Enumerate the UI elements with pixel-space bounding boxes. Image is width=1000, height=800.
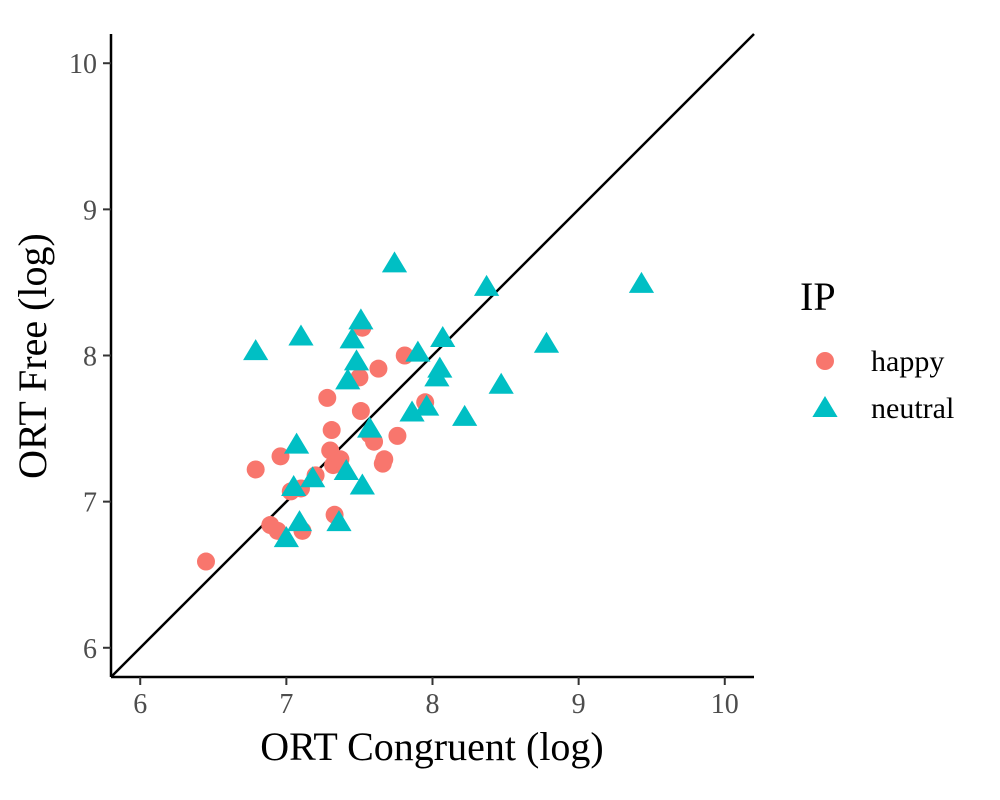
point-happy xyxy=(369,359,388,378)
point-neutral xyxy=(288,324,314,346)
point-happy xyxy=(375,450,394,469)
point-neutral xyxy=(326,510,352,532)
series-happy xyxy=(196,318,435,571)
point-neutral xyxy=(300,466,326,488)
identity-line xyxy=(110,33,755,678)
legend: IP happy neutral xyxy=(800,274,954,425)
x-tick-label: 6 xyxy=(133,689,147,720)
y-tick-label: 6 xyxy=(83,634,97,665)
point-neutral xyxy=(343,349,370,371)
y-axis-ticks: 6 7 8 9 10 xyxy=(69,49,111,665)
legend-key-happy xyxy=(816,352,834,370)
point-neutral xyxy=(348,308,374,330)
point-neutral xyxy=(452,404,478,426)
y-tick-label: 10 xyxy=(69,49,97,80)
point-neutral xyxy=(283,432,310,454)
legend-item-neutral: neutral xyxy=(812,392,954,425)
point-happy xyxy=(246,460,265,479)
point-neutral xyxy=(628,271,655,293)
point-neutral xyxy=(405,340,431,362)
point-happy xyxy=(351,402,370,421)
point-neutral xyxy=(488,372,514,394)
y-tick-label: 9 xyxy=(83,195,97,226)
y-axis-title: ORT Free (log) xyxy=(10,233,55,479)
legend-items: happy neutral xyxy=(812,345,954,425)
point-neutral xyxy=(335,368,361,390)
x-tick-label: 10 xyxy=(711,689,739,720)
point-neutral xyxy=(286,510,313,532)
legend-label-happy: happy xyxy=(871,345,944,378)
x-tick-label: 7 xyxy=(279,689,293,720)
point-neutral xyxy=(333,458,359,480)
legend-label-neutral: neutral xyxy=(871,392,954,425)
x-axis-title: ORT Congruent (log) xyxy=(260,724,604,769)
point-neutral xyxy=(349,473,375,495)
x-axis-ticks: 6 7 8 9 10 xyxy=(133,677,739,720)
legend-item-happy: happy xyxy=(816,345,944,378)
data-points xyxy=(196,251,655,571)
point-neutral xyxy=(399,400,425,422)
point-happy xyxy=(271,447,290,466)
series-neutral xyxy=(243,251,655,548)
point-neutral xyxy=(414,394,440,416)
point-happy xyxy=(318,388,337,407)
x-tick-label: 8 xyxy=(426,689,440,720)
x-tick-label: 9 xyxy=(572,689,586,720)
point-neutral xyxy=(357,416,383,438)
point-neutral xyxy=(533,331,560,353)
reference-line-layer xyxy=(110,33,755,678)
point-neutral xyxy=(427,356,453,378)
y-tick-label: 8 xyxy=(83,342,97,373)
point-happy xyxy=(322,421,341,440)
point-neutral xyxy=(273,526,299,548)
point-neutral xyxy=(339,327,365,349)
point-neutral xyxy=(381,251,408,273)
point-neutral xyxy=(473,274,500,296)
legend-key-neutral xyxy=(812,396,838,417)
point-neutral xyxy=(281,475,307,497)
point-happy xyxy=(388,426,407,445)
point-happy xyxy=(196,552,215,571)
y-tick-label: 7 xyxy=(83,488,97,519)
legend-title: IP xyxy=(800,274,836,319)
point-neutral xyxy=(430,325,456,347)
point-neutral xyxy=(243,339,269,361)
